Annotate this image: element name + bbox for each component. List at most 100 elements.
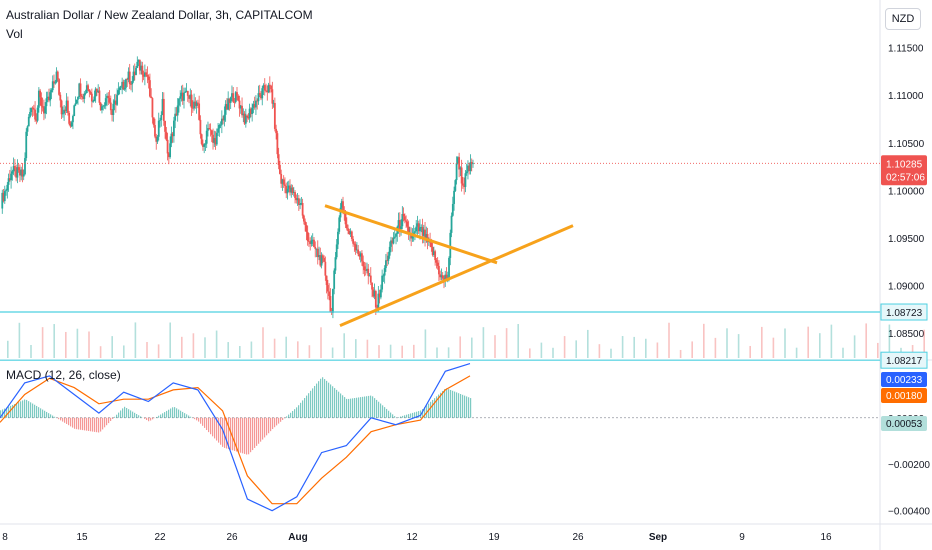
macd-histogram-bar — [232, 417, 234, 451]
candle-body — [463, 185, 466, 187]
macd-histogram-bar — [144, 417, 146, 419]
candle-body — [169, 143, 172, 158]
candle-body — [425, 234, 428, 241]
volume-bar — [389, 344, 392, 358]
candle-body — [98, 90, 101, 103]
macd-histogram-bar — [370, 395, 372, 418]
candle-body — [213, 138, 216, 143]
symbol-title[interactable]: Australian Dollar / New Zealand Dollar, … — [6, 8, 313, 22]
volume-indicator-label[interactable]: Vol — [6, 27, 23, 41]
candle-body — [416, 223, 419, 227]
volume-bar — [633, 336, 635, 358]
candle-body — [89, 92, 92, 94]
candle-body — [68, 112, 71, 124]
candle-body — [54, 82, 57, 84]
macd-histogram-bar — [156, 416, 158, 418]
macd-histogram-bar — [218, 417, 220, 443]
candle-body — [436, 262, 439, 266]
candle-body — [367, 268, 370, 276]
candle-body — [32, 108, 35, 110]
macd-histogram-bar — [160, 414, 162, 418]
candle-body — [406, 221, 409, 227]
macd-histogram-bar — [76, 417, 78, 430]
candle-body — [87, 85, 89, 90]
candle-body — [366, 268, 368, 271]
candle-body — [325, 275, 328, 286]
macd-indicator-label[interactable]: MACD (12, 26, close) — [6, 368, 121, 382]
candle-body — [159, 120, 161, 121]
candle-body — [2, 192, 5, 202]
macd-histogram-bar — [398, 417, 400, 418]
price-candles — [1, 56, 474, 319]
candle-body — [167, 153, 170, 158]
candle-body — [242, 113, 245, 116]
volume-bar — [888, 324, 891, 358]
candle-body — [176, 105, 179, 116]
macd-histogram-bar — [42, 409, 44, 418]
candle-body — [155, 136, 158, 142]
macd-tick-label: −0.00400 — [888, 507, 930, 518]
macd-histogram-bar — [266, 417, 268, 436]
macd-histogram-bar — [126, 408, 128, 418]
macd-histogram-bar — [174, 407, 176, 418]
macd-histogram-bar — [366, 396, 368, 418]
candle-body — [92, 101, 95, 102]
candle-body — [432, 251, 435, 255]
macd-histogram-bar — [222, 417, 224, 447]
currency-button[interactable]: NZD — [885, 8, 921, 30]
volume-bar — [737, 334, 740, 358]
macd-histogram-bar — [262, 417, 264, 440]
volume-bar — [691, 341, 693, 358]
macd-histogram-bar — [354, 398, 356, 418]
candle-body — [5, 190, 7, 192]
candle-body — [102, 105, 105, 107]
macd-histogram-bar — [296, 407, 298, 418]
macd-histogram-bar — [28, 401, 30, 418]
candle-body — [364, 270, 367, 271]
macd-histogram-bar — [170, 408, 172, 418]
macd-value-badge — [881, 388, 927, 403]
macd-histogram-bar — [328, 382, 330, 418]
candle-body — [286, 188, 289, 194]
candle-body — [83, 93, 86, 99]
candle-body — [387, 255, 390, 261]
candle-body — [29, 112, 31, 117]
macd-histogram-bar — [434, 398, 436, 418]
macd-histogram-bar — [310, 390, 312, 418]
candle-body — [136, 61, 139, 68]
volume-bar — [424, 329, 427, 358]
candle-body — [56, 71, 59, 80]
macd-histogram-bar — [322, 377, 324, 418]
candle-body — [328, 291, 331, 297]
candle-body — [231, 93, 233, 98]
macd-histogram-bar — [204, 417, 206, 428]
time-axis-label: Aug — [288, 532, 307, 543]
macd-histogram-bar — [282, 417, 284, 420]
candle-body — [228, 98, 231, 103]
macd-histogram-bar — [278, 417, 280, 424]
candle-body — [374, 291, 377, 308]
volume-bar — [877, 342, 879, 358]
volume-bar — [621, 336, 624, 358]
volume-bar — [830, 324, 833, 358]
candle-body — [407, 226, 410, 235]
macd-histogram-bar — [44, 410, 46, 418]
candle-body — [334, 257, 337, 271]
macd-histogram-bar — [136, 414, 138, 418]
candle-body — [10, 173, 12, 181]
candle-body — [6, 184, 9, 191]
candle-body — [352, 238, 355, 244]
level-badge-label: 1.08217 — [886, 356, 923, 367]
macd-histogram-bar — [430, 401, 432, 418]
candle-body — [13, 166, 16, 169]
candle-body — [72, 116, 74, 123]
macd-histogram-bar — [238, 417, 240, 453]
candle-body — [358, 254, 361, 257]
macd-histogram-bar — [18, 402, 20, 418]
volume-bar — [18, 322, 21, 358]
macd-histogram-bar — [436, 396, 438, 418]
candle-body — [180, 92, 183, 97]
candle-body — [393, 236, 396, 238]
candle-body — [294, 192, 296, 198]
